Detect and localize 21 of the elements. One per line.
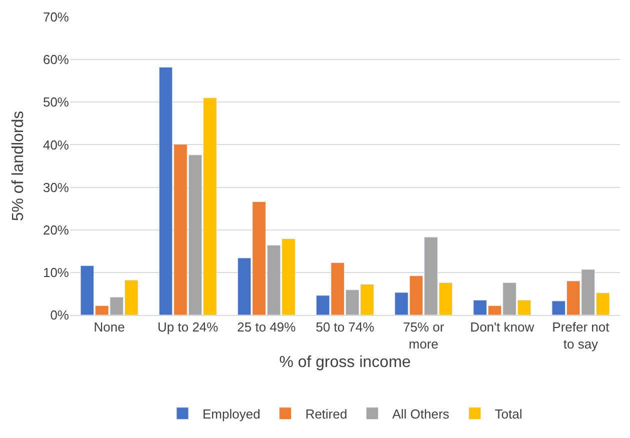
legend-label: All Others [392, 406, 450, 422]
x-tick-label: Don't know [470, 320, 535, 335]
y-tick-label: 50% [42, 94, 70, 110]
y-tick-label: 30% [42, 180, 70, 195]
legend-label: Retired [305, 406, 348, 422]
legend-label: Total [494, 406, 522, 422]
x-tick-label: Up to 24% [158, 320, 219, 335]
y-tick-label: 20% [42, 222, 70, 238]
y-tick-label: 70% [42, 10, 70, 25]
y-tick-label: 0% [50, 308, 70, 323]
x-axis-title: % of gross income [279, 354, 411, 372]
y-tick-label: 60% [42, 52, 70, 68]
x-tick-label: 75% or more [402, 320, 445, 352]
x-tick-label: 50 to 74% [316, 320, 375, 335]
y-tick-label: 40% [42, 137, 70, 152]
x-tick-label: 25 to 49% [237, 320, 296, 335]
y-tick-label: 10% [42, 264, 70, 280]
y-axis-title: 5% of landlords [10, 110, 27, 222]
x-tick-label: Prefer not to say [552, 320, 610, 352]
x-tick-label: None [94, 320, 125, 335]
legend-label: Employed [202, 406, 260, 422]
